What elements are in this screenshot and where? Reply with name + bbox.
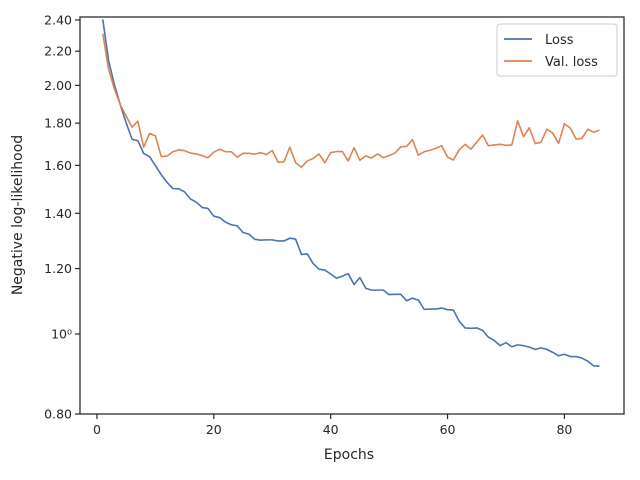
y-tick-label: 1.80 <box>44 116 72 131</box>
series-line-val-loss <box>102 33 600 168</box>
series-line-loss <box>101 19 600 368</box>
y-axis-ticks: 0.80 10⁰ 1.20 1.40 1.60 1.80 2.00 2.20 2.40 <box>44 12 80 422</box>
x-tick-label: 20 <box>206 422 222 437</box>
legend-label-loss: Loss <box>545 33 574 48</box>
x-axis-ticks: 0 20 40 60 80 <box>93 414 572 437</box>
legend: Loss Val. loss <box>496 23 618 77</box>
plot-frame <box>79 16 625 415</box>
y-tick-label: 1.20 <box>44 261 72 276</box>
series-layer <box>101 19 600 368</box>
x-tick-label: 40 <box>323 422 339 437</box>
y-tick-label: 1.60 <box>44 158 72 173</box>
y-tick-label: 10⁰ <box>51 326 72 341</box>
y-tick-label: 2.20 <box>44 44 72 59</box>
legend-box <box>496 23 618 77</box>
x-tick-label: 80 <box>556 422 572 437</box>
y-tick-label: 2.00 <box>44 78 72 93</box>
x-tick-label: 60 <box>440 422 456 437</box>
y-tick-label: 1.40 <box>44 206 72 221</box>
y-axis-label: Negative log-likelihood <box>10 135 26 295</box>
y-tick-label: 0.80 <box>44 407 72 422</box>
x-axis-label: Epochs <box>324 447 374 463</box>
legend-label-val-loss: Val. loss <box>545 55 598 70</box>
x-tick-label: 0 <box>93 422 101 437</box>
y-tick-label: 2.40 <box>44 12 72 27</box>
